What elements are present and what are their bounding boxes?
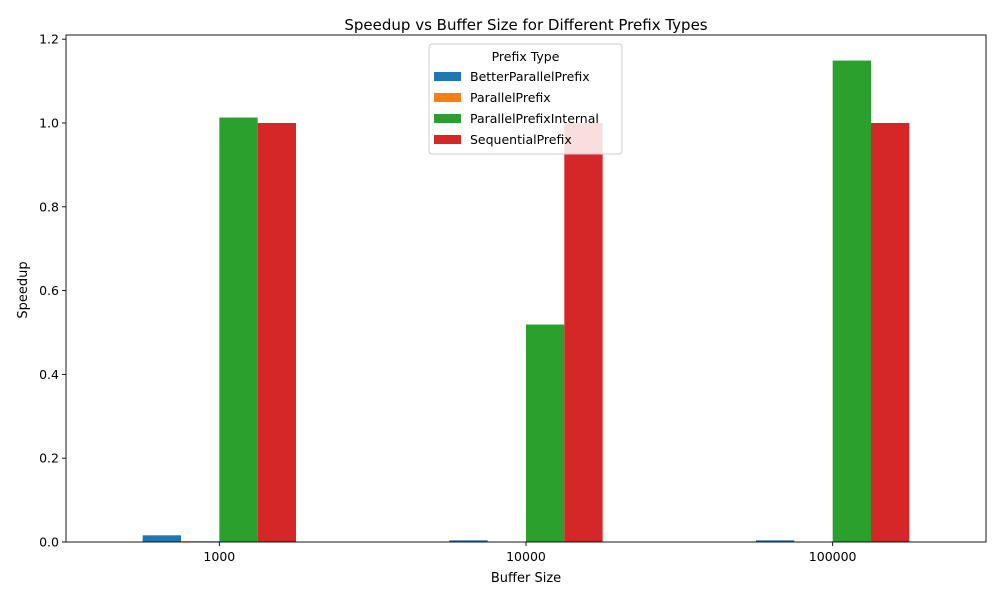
bar-ParallelPrefixInternal-1000 [219,117,258,542]
y-tick-label: 1.0 [39,115,59,130]
legend-label-SequentialPrefix: SequentialPrefix [470,132,572,147]
legend-swatch-ParallelPrefix [434,93,461,102]
bar-ParallelPrefixInternal-10000 [526,324,565,542]
legend-label-ParallelPrefix: ParallelPrefix [470,90,551,105]
x-tick-label: 1000 [203,549,235,564]
y-tick-label: 0.2 [39,451,59,466]
bar-SequentialPrefix-1000 [257,122,296,543]
y-axis-label: Speedup [16,261,31,318]
x-tick-label: 10000 [506,549,546,564]
legend-swatch-ParallelPrefixInternal [434,114,461,123]
axes-group: 0.0 0.2 0.4 0.6 0.8 1.0 1.2 1000 10000 100000 [39,32,987,564]
legend-title: Prefix Type [492,49,560,64]
bar-SequentialPrefix-100000 [871,122,910,543]
legend-label-ParallelPrefixInternal: ParallelPrefixInternal [470,111,599,126]
bar-BetterParallelPrefix-100000 [756,540,795,542]
legend-label-BetterParallelPrefix: BetterParallelPrefix [470,69,590,84]
y-tick-label: 0.0 [39,535,59,550]
x-tick-label: 100000 [809,549,857,564]
bars-group [142,60,910,543]
bar-BetterParallelPrefix-1000 [142,535,181,542]
legend-swatch-BetterParallelPrefix [434,72,461,81]
y-tick-label: 0.4 [39,367,59,382]
bar-SequentialPrefix-10000 [564,122,603,543]
y-tick-label: 0.8 [39,199,59,214]
chart-title: Speedup vs Buffer Size for Different Pre… [344,16,707,34]
x-axis-label: Buffer Size [491,571,561,586]
legend: Prefix Type BetterParallelPrefix ParallelP… [428,43,623,155]
legend-swatch-SequentialPrefix [434,135,461,144]
y-tick-label: 1.2 [39,32,59,47]
bar-BetterParallelPrefix-10000 [449,540,488,542]
legend-frame [428,43,623,155]
y-tick-label: 0.6 [39,283,59,298]
bar-ParallelPrefixInternal-100000 [832,60,871,543]
